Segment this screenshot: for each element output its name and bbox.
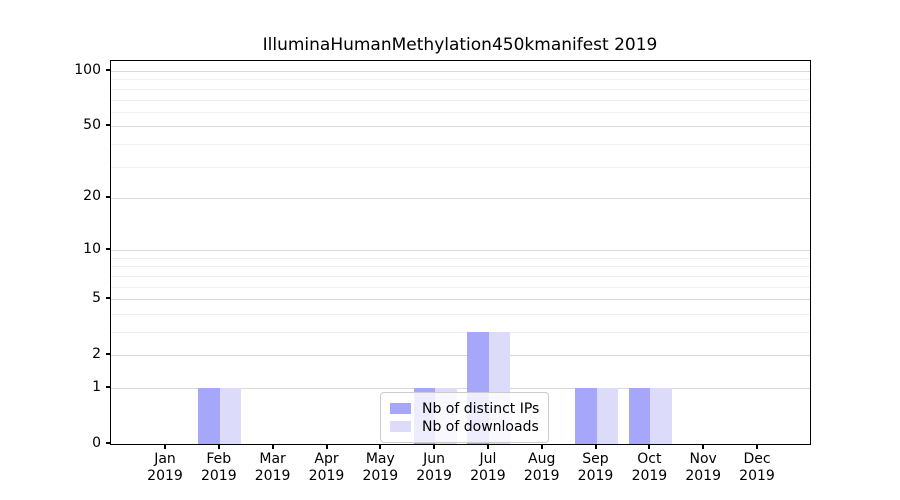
x-tick-label-jul: Jul 2019 [470,451,506,484]
gridline-minor-6 [111,286,810,288]
x-tick-label-nov: Nov 2019 [685,451,721,484]
gridline-major-50 [111,126,810,128]
gridline-minor-4 [111,313,810,315]
gridline-major-10 [111,250,810,252]
y-tick-mark-1 [106,386,111,388]
x-tick-label-dec: Dec 2019 [739,451,775,484]
x-tick-label-feb: Feb 2019 [200,451,237,484]
x-tick-label-oct: Oct 2019 [631,451,668,484]
chart-title: IlluminaHumanMethylation450kmanifest 201… [262,35,658,55]
bar-downloads-oct [650,388,672,444]
gridline-minor-3 [111,332,810,333]
legend-swatch-distinct-ips [390,403,411,414]
x-tick-mark-sep [594,444,597,449]
y-tick-label-1: 1 [92,378,101,395]
gridline-minor-70 [111,99,810,101]
legend-label-downloads: Nb of downloads [422,418,539,435]
legend-swatch-downloads [390,421,411,432]
y-tick-label-20: 20 [83,188,101,205]
plot-area: Nb of distinct IPs Nb of downloads [110,60,811,445]
bar-distinct-ips-oct [628,388,651,444]
gridline-minor-60 [111,111,810,113]
x-tick-mark-aug [540,444,543,449]
x-tick-mark-may [379,444,382,449]
x-tick-mark-apr [325,444,328,449]
x-tick-label-jun: Jun 2019 [416,451,452,484]
y-tick-mark-2 [106,353,111,356]
y-tick-mark-5 [106,297,111,300]
x-tick-label-apr: Apr 2019 [308,451,345,484]
y-tick-label-2: 2 [92,345,101,362]
legend-label-distinct-ips: Nb of distinct IPs [422,400,540,417]
y-tick-mark-0 [106,442,111,444]
x-tick-label-sep: Sep 2019 [577,451,614,484]
y-tick-label-5: 5 [92,289,101,306]
y-tick-mark-20 [106,195,111,198]
bar-distinct-ips-feb [198,388,220,444]
y-tick-label-10: 10 [83,240,101,257]
x-tick-label-may: May 2019 [362,451,399,484]
x-tick-mark-jul [486,444,489,449]
x-tick-label-aug: Aug 2019 [523,451,560,484]
bar-downloads-feb [219,388,242,444]
gridline-major-5 [111,299,810,301]
x-tick-mark-dec [756,444,758,449]
x-tick-mark-jan [164,444,166,449]
gridline-major-2 [111,355,810,357]
legend: Nb of distinct IPs Nb of downloads [380,392,550,443]
gridline-major-100 [111,71,810,72]
y-tick-mark-10 [106,248,111,251]
bar-downloads-sep [596,388,618,444]
gridline-minor-30 [111,166,810,168]
gridline-major-20 [111,197,810,199]
gridline-minor-90 [111,79,810,81]
x-tick-mark-oct [648,444,651,449]
y-tick-label-100: 100 [74,61,101,78]
gridline-minor-9 [111,257,810,259]
legend-item-distinct-ips: Nb of distinct IPs [390,400,539,417]
bar-distinct-ips-sep [575,388,597,444]
x-tick-mark-mar [271,444,274,449]
gridline-minor-8 [111,266,810,268]
gridline-minor-40 [111,143,810,145]
legend-item-downloads: Nb of downloads [390,418,539,435]
y-tick-label-0: 0 [92,434,101,451]
y-tick-label-50: 50 [83,116,101,133]
y-tick-mark-50 [106,124,111,127]
x-tick-label-mar: Mar 2019 [254,451,291,484]
gridline-major-1 [111,388,810,389]
y-tick-mark-100 [106,69,111,71]
x-tick-mark-feb [217,444,220,449]
gridline-minor-80 [111,88,810,90]
x-tick-mark-jun [433,444,436,449]
x-tick-label-jan: Jan 2019 [147,451,183,484]
gridline-minor-7 [111,275,810,277]
x-tick-mark-nov [702,444,705,449]
